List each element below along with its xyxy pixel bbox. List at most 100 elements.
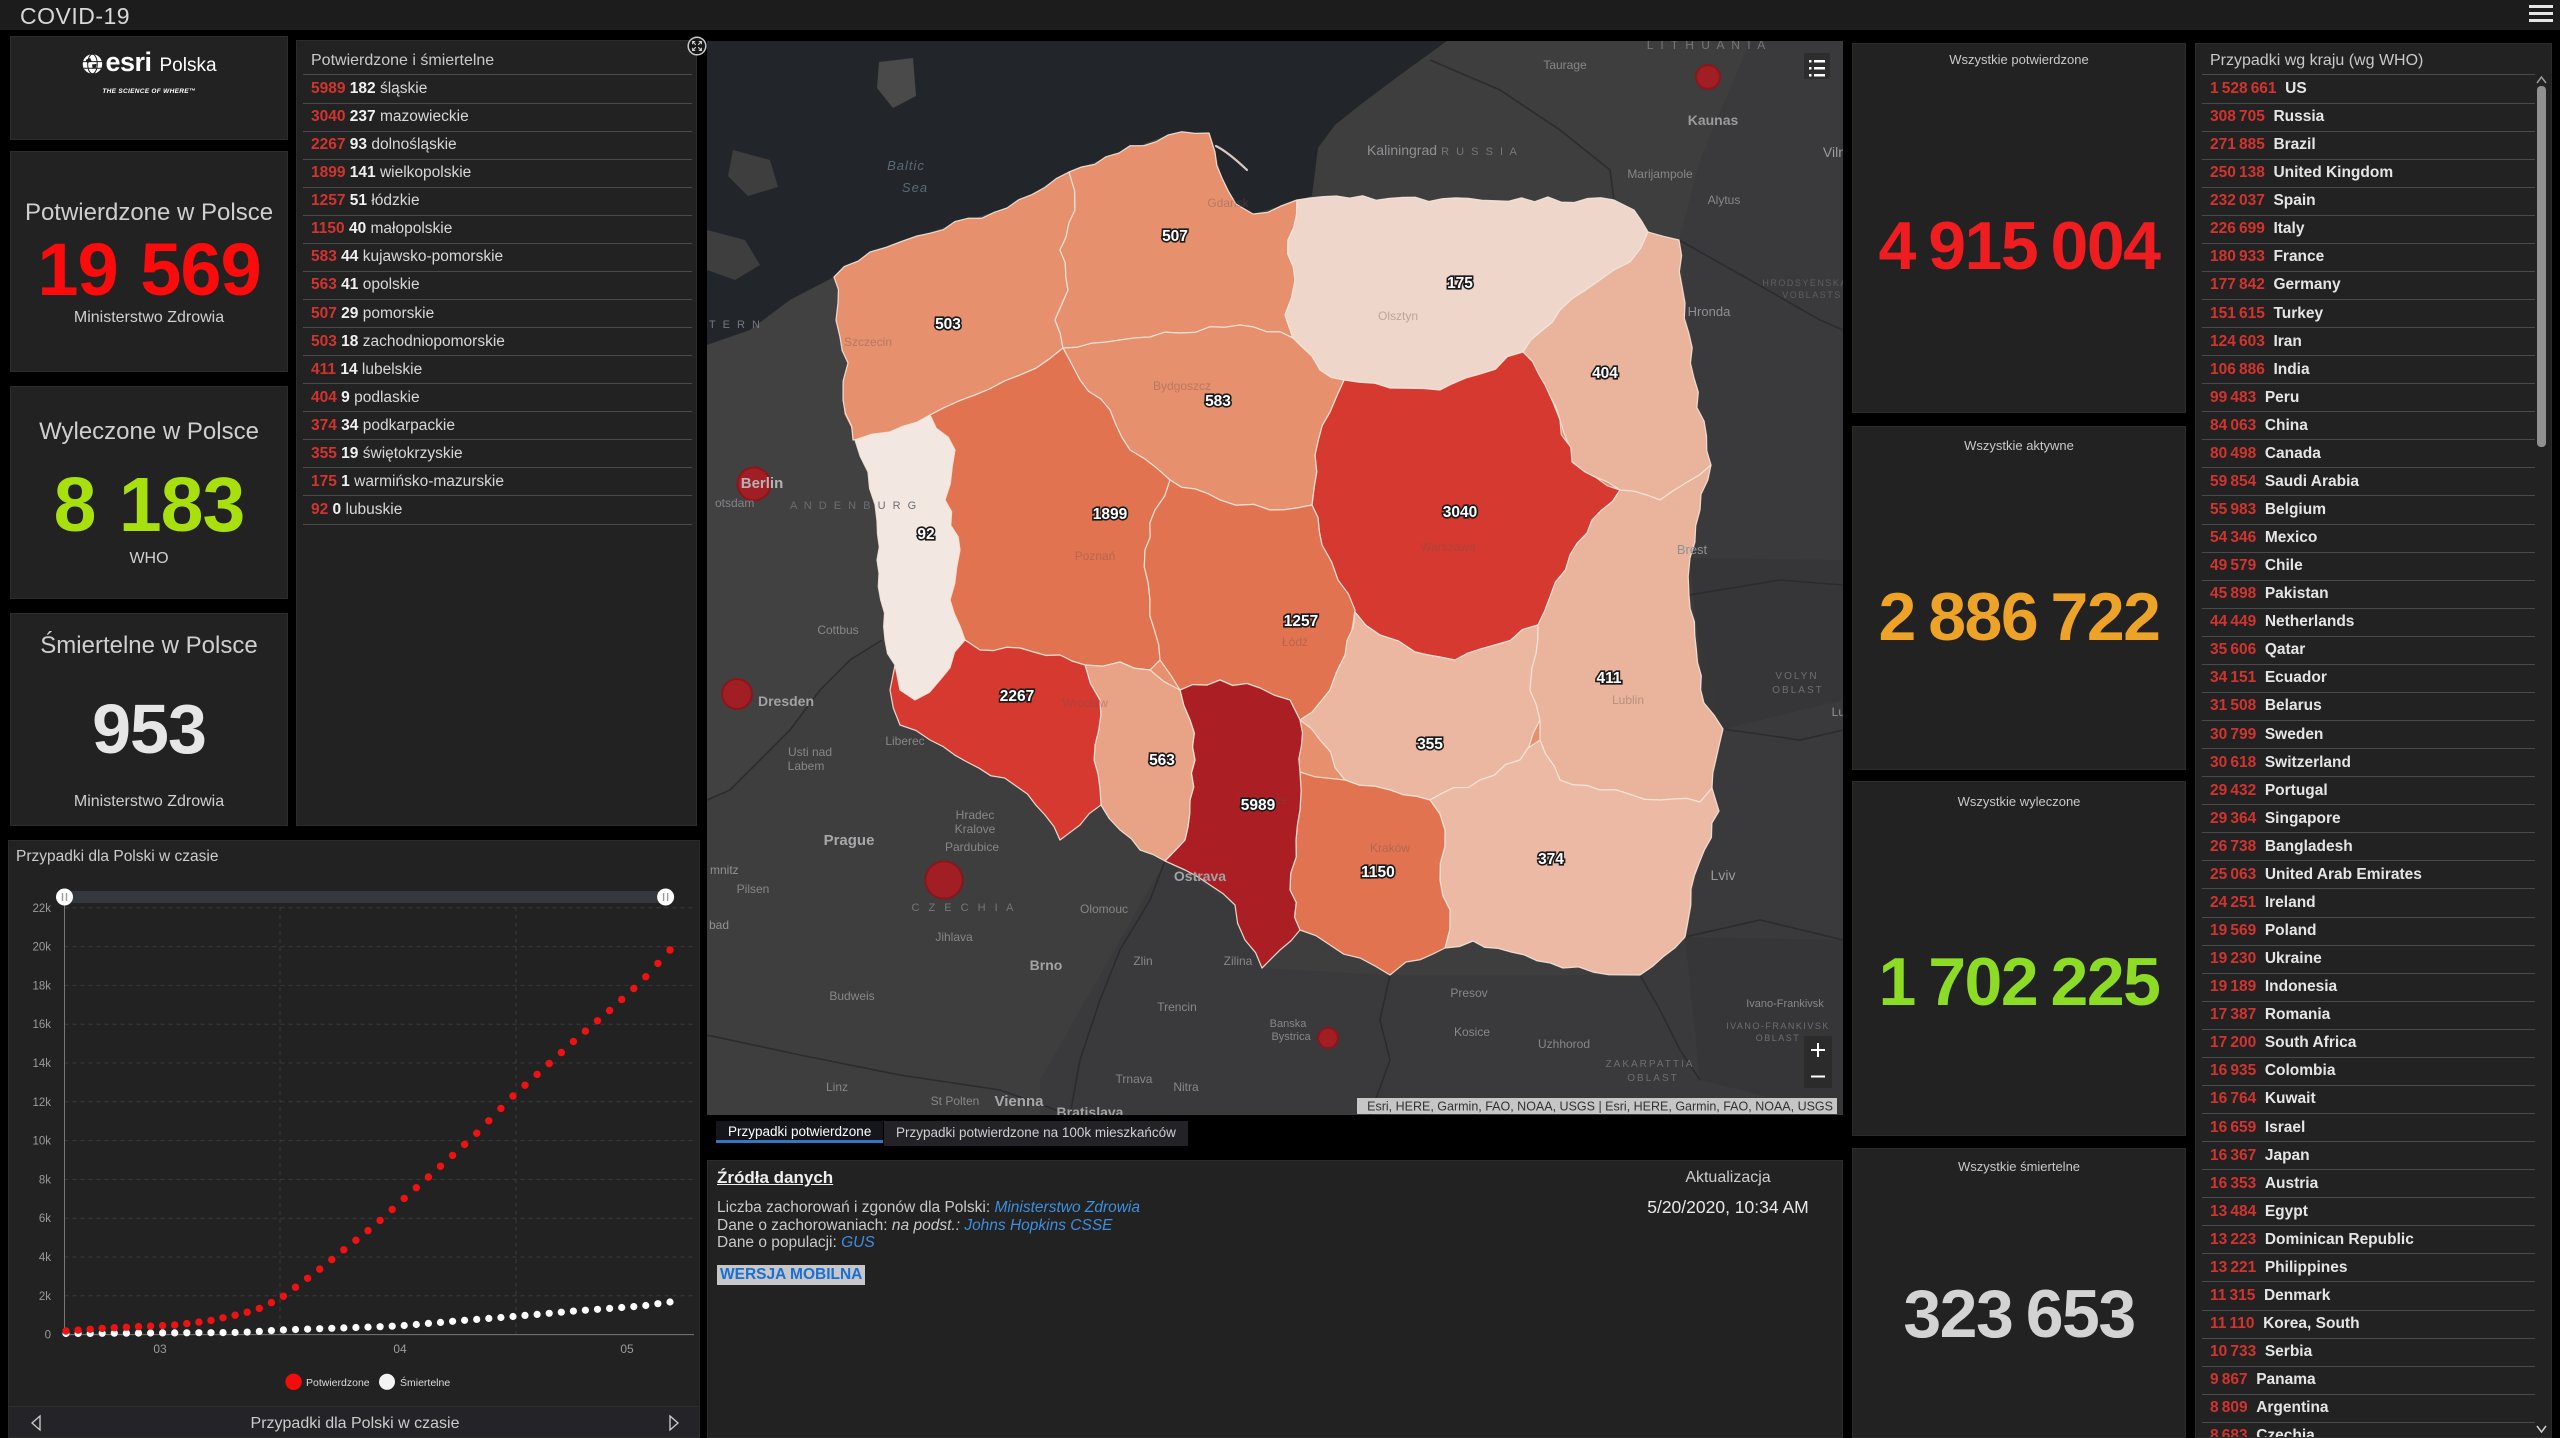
svg-text:Cottbus: Cottbus bbox=[817, 623, 858, 637]
svg-text:Dresden: Dresden bbox=[758, 693, 814, 709]
svg-text:Vilni: Vilni bbox=[1823, 144, 1843, 160]
svg-text:0: 0 bbox=[45, 1330, 51, 1342]
svg-text:18k: 18k bbox=[32, 980, 51, 992]
svg-text:bad: bad bbox=[709, 918, 729, 932]
svg-text:03: 03 bbox=[153, 1342, 167, 1356]
svg-text:OBLAST: OBLAST bbox=[1627, 1073, 1678, 1084]
svg-text:2267: 2267 bbox=[1000, 688, 1034, 705]
svg-text:Brest: Brest bbox=[1677, 542, 1708, 557]
svg-text:583: 583 bbox=[1205, 393, 1231, 410]
svg-text:mnitz: mnitz bbox=[710, 863, 739, 877]
svg-text:Kaunas: Kaunas bbox=[1688, 112, 1739, 128]
svg-text:Kralove: Kralove bbox=[955, 822, 996, 836]
svg-text:Bratislava: Bratislava bbox=[1057, 1104, 1124, 1115]
svg-text:Nitra: Nitra bbox=[1173, 1080, 1199, 1094]
svg-text:ZAKARPATTIA: ZAKARPATTIA bbox=[1606, 1059, 1695, 1070]
svg-text:Pardubice: Pardubice bbox=[945, 840, 999, 854]
svg-text:563: 563 bbox=[1149, 752, 1175, 769]
svg-text:10k: 10k bbox=[32, 1136, 51, 1148]
svg-text:Śmiertelne: Śmiertelne bbox=[400, 1376, 450, 1389]
svg-text:Ostrava: Ostrava bbox=[1174, 868, 1226, 884]
svg-text:Ivano-Frankivsk: Ivano-Frankivsk bbox=[1746, 998, 1824, 1010]
svg-text:Olsztyn: Olsztyn bbox=[1378, 309, 1418, 323]
svg-text:Baltic: Baltic bbox=[887, 158, 925, 173]
svg-text:12k: 12k bbox=[32, 1097, 51, 1109]
svg-text:Olomouc: Olomouc bbox=[1080, 902, 1128, 916]
svg-text:175: 175 bbox=[1447, 275, 1473, 292]
svg-text:Taurage: Taurage bbox=[1543, 58, 1587, 72]
svg-text:355: 355 bbox=[1417, 736, 1443, 753]
svg-text:Budweis: Budweis bbox=[829, 989, 874, 1003]
svg-text:Labem: Labem bbox=[788, 759, 825, 773]
svg-text:6k: 6k bbox=[39, 1213, 51, 1225]
svg-text:Kaliningrad: Kaliningrad bbox=[1367, 142, 1437, 158]
svg-text:04: 04 bbox=[393, 1342, 407, 1356]
svg-text:Katowice: Katowice bbox=[1239, 793, 1288, 807]
svg-text:Liberec: Liberec bbox=[885, 734, 924, 748]
svg-text:Marijampole: Marijampole bbox=[1627, 167, 1693, 181]
svg-text:Kosice: Kosice bbox=[1454, 1025, 1490, 1039]
svg-text:VOBLASTS: VOBLASTS bbox=[1782, 290, 1842, 300]
svg-text:St Polten: St Polten bbox=[931, 1094, 980, 1108]
svg-text:Trnava: Trnava bbox=[1116, 1072, 1153, 1086]
svg-text:92: 92 bbox=[917, 526, 934, 543]
svg-text:HRODSYENSKAYA: HRODSYENSKAYA bbox=[1762, 278, 1843, 288]
svg-text:Berlin: Berlin bbox=[741, 475, 784, 492]
svg-text:Usti nad: Usti nad bbox=[788, 745, 832, 759]
svg-text:503: 503 bbox=[935, 316, 961, 333]
svg-text:Zlin: Zlin bbox=[1133, 954, 1152, 968]
svg-text:Uzhhorod: Uzhhorod bbox=[1538, 1037, 1590, 1051]
svg-text:T E R N: T E R N bbox=[709, 319, 762, 331]
svg-text:VOLYN: VOLYN bbox=[1775, 671, 1818, 682]
svg-text:1257: 1257 bbox=[1284, 613, 1318, 630]
svg-text:Lut: Lut bbox=[1832, 705, 1843, 719]
svg-text:Poznań: Poznań bbox=[1075, 549, 1116, 563]
svg-text:C Z E C H I A: C Z E C H I A bbox=[911, 902, 1016, 914]
svg-text:1150: 1150 bbox=[1361, 864, 1395, 881]
svg-text:A N D E N B U R G: A N D E N B U R G bbox=[790, 500, 918, 512]
svg-text:Pilsen: Pilsen bbox=[737, 882, 770, 896]
svg-text:Gdańsk: Gdańsk bbox=[1207, 196, 1249, 210]
svg-text:Szczecin: Szczecin bbox=[844, 335, 892, 349]
svg-text:Presov: Presov bbox=[1450, 986, 1487, 1000]
svg-text:16k: 16k bbox=[32, 1019, 51, 1031]
svg-text:Lviv: Lviv bbox=[1711, 867, 1736, 883]
svg-text:Wrocław: Wrocław bbox=[1062, 696, 1108, 710]
svg-text:22k: 22k bbox=[32, 903, 51, 915]
svg-text:Lublin: Lublin bbox=[1612, 693, 1644, 707]
svg-text:4k: 4k bbox=[39, 1252, 51, 1264]
svg-text:5989: 5989 bbox=[1241, 797, 1276, 814]
svg-text:Zilina: Zilina bbox=[1224, 954, 1253, 968]
svg-text:Hronda: Hronda bbox=[1688, 304, 1731, 319]
svg-text:IVANO-FRANKIVSK: IVANO-FRANKIVSK bbox=[1726, 1021, 1830, 1031]
svg-text:Banska: Banska bbox=[1270, 1018, 1308, 1030]
svg-text:Alytus: Alytus bbox=[1708, 193, 1741, 207]
svg-text:Sea: Sea bbox=[902, 180, 928, 195]
svg-text:3040: 3040 bbox=[1443, 504, 1477, 521]
svg-text:2k: 2k bbox=[39, 1291, 51, 1303]
svg-text:374: 374 bbox=[1538, 851, 1564, 868]
svg-text:Potwierdzone: Potwierdzone bbox=[306, 1377, 370, 1389]
svg-text:Linz: Linz bbox=[826, 1080, 848, 1094]
svg-text:Prague: Prague bbox=[824, 832, 875, 849]
svg-text:1899: 1899 bbox=[1093, 506, 1128, 523]
svg-text:L I T H U A N I A: L I T H U A N I A bbox=[1647, 41, 1767, 52]
svg-text:OBLAST: OBLAST bbox=[1756, 1033, 1801, 1043]
svg-text:411: 411 bbox=[1596, 670, 1621, 687]
svg-text:404: 404 bbox=[1592, 365, 1618, 382]
svg-text:Łódź: Łódź bbox=[1282, 635, 1308, 649]
svg-text:Kraków: Kraków bbox=[1370, 841, 1410, 855]
svg-text:20k: 20k bbox=[32, 942, 51, 954]
svg-text:Jihlava: Jihlava bbox=[935, 930, 973, 944]
svg-text:Hradec: Hradec bbox=[956, 808, 995, 822]
svg-text:507: 507 bbox=[1162, 228, 1188, 245]
svg-text:8k: 8k bbox=[39, 1174, 51, 1186]
svg-text:Esri, HERE, Garmin, FAO, NOAA,: Esri, HERE, Garmin, FAO, NOAA, USGS | Es… bbox=[1367, 1100, 1833, 1114]
svg-text:Trencin: Trencin bbox=[1157, 1000, 1197, 1014]
svg-text:OBLAST: OBLAST bbox=[1772, 685, 1823, 696]
svg-text:Brno: Brno bbox=[1030, 957, 1063, 973]
svg-text:otsdam: otsdam bbox=[715, 496, 754, 510]
svg-text:Vienna: Vienna bbox=[995, 1093, 1045, 1110]
svg-text:14k: 14k bbox=[32, 1058, 51, 1070]
svg-text:Warszawa: Warszawa bbox=[1420, 540, 1476, 554]
